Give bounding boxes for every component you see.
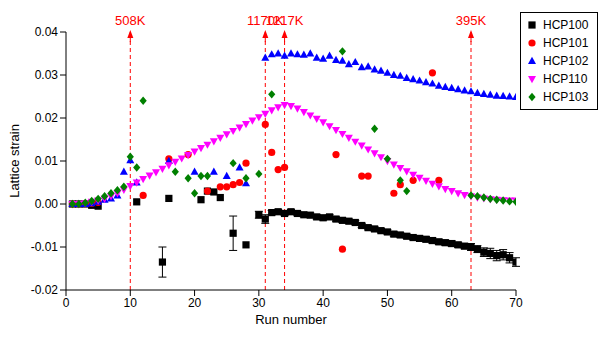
svg-text:0.03: 0.03 — [35, 68, 59, 82]
html-text:HCP101: HCP101 — [543, 36, 589, 50]
svg-text:Run number: Run number — [255, 312, 327, 327]
html-text:HCP100: HCP100 — [543, 18, 589, 32]
svg-text:0.01: 0.01 — [35, 154, 59, 168]
svg-text:508K: 508K — [115, 13, 146, 28]
svg-text:0.04: 0.04 — [35, 25, 59, 39]
svg-text:10: 10 — [124, 296, 138, 310]
svg-text:70: 70 — [509, 296, 523, 310]
svg-text:Lattice strain: Lattice strain — [8, 124, 22, 198]
svg-text:0: 0 — [63, 296, 70, 310]
svg-text:20: 20 — [188, 296, 202, 310]
svg-text:40: 40 — [316, 296, 330, 310]
html-text:HCP102: HCP102 — [543, 54, 589, 68]
svg-text:50: 50 — [381, 296, 395, 310]
svg-text:60: 60 — [445, 296, 459, 310]
html-text:HCP103: HCP103 — [543, 90, 589, 104]
svg-text:395K: 395K — [456, 13, 487, 28]
html-text:HCP110: HCP110 — [543, 72, 588, 86]
svg-text:1217K: 1217K — [266, 13, 304, 28]
svg-text:30: 30 — [252, 296, 266, 310]
svg-text:0.02: 0.02 — [35, 111, 59, 125]
svg-text:0.00: 0.00 — [35, 197, 59, 211]
svg-text:-0.02: -0.02 — [31, 283, 59, 297]
svg-text:-0.01: -0.01 — [31, 240, 59, 254]
